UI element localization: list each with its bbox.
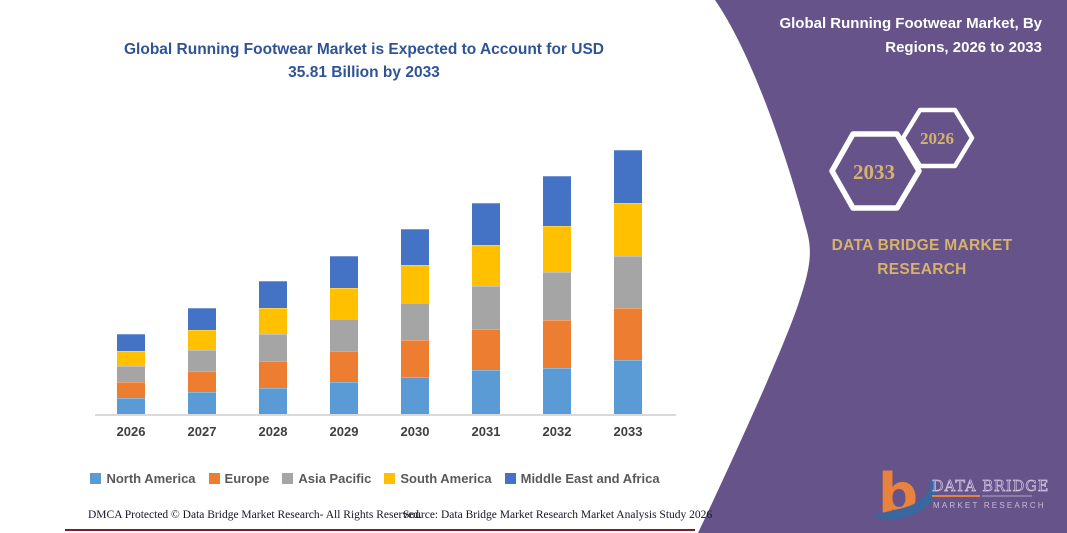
stacked-bar-2032 (543, 175, 571, 415)
legend-item-middle-east-and-africa: Middle East and Africa (504, 471, 660, 486)
logo-swoosh-icon (872, 478, 936, 520)
data-bridge-logo: b DATA BRIDGE MARKET RESEARCH (872, 462, 1049, 527)
logo-subtitle: MARKET RESEARCH (933, 501, 1046, 510)
bottom-rule (65, 529, 695, 531)
segment-asia-pacific (614, 255, 642, 308)
stacked-bar-2029 (330, 255, 358, 415)
legend-item-south-america: South America (384, 471, 492, 486)
legend-swatch-icon (504, 473, 516, 484)
x-axis-label-2026: 2026 (116, 424, 146, 439)
segment-europe (543, 319, 571, 368)
legend-swatch-icon (384, 473, 396, 484)
segment-europe (330, 350, 358, 383)
stacked-bar-2030 (401, 229, 429, 415)
x-axis-label-2031: 2031 (471, 424, 501, 439)
segment-asia-pacific (188, 349, 216, 372)
segment-south-america (614, 202, 642, 256)
segment-south-america (543, 225, 571, 273)
segment-north-america (614, 360, 642, 415)
segment-south-america (401, 264, 429, 304)
legend-label: North America (106, 471, 196, 486)
segment-middle-east-and-africa (472, 202, 500, 245)
stacked-bar-2033 (614, 150, 642, 415)
segment-middle-east-and-africa (330, 255, 358, 288)
segment-middle-east-and-africa (188, 307, 216, 330)
hexagon-2033-label: 2033 (853, 160, 895, 184)
hexagon-badges: 2026 2033 (829, 107, 975, 211)
legend-item-europe: Europe (208, 471, 270, 486)
stacked-bar-2026 (117, 334, 145, 415)
segment-asia-pacific (117, 366, 145, 382)
segment-europe (117, 381, 145, 398)
chart-legend: North America Europe Asia Pacific South Ame… (70, 471, 680, 486)
segment-south-america (330, 287, 358, 319)
stacked-bar-2027 (188, 307, 216, 415)
legend-swatch-icon (208, 473, 220, 484)
segment-middle-east-and-africa (401, 229, 429, 265)
segment-north-america (259, 387, 287, 415)
segment-europe (472, 329, 500, 370)
x-axis-label-2030: 2030 (400, 424, 430, 439)
segment-asia-pacific (472, 285, 500, 330)
hexagon-2026-label: 2026 (920, 129, 954, 148)
segment-europe (188, 371, 216, 393)
x-axis-label-2032: 2032 (542, 424, 572, 439)
segment-middle-east-and-africa (117, 334, 145, 351)
legend-swatch-icon (90, 473, 102, 484)
segment-north-america (472, 369, 500, 415)
segment-north-america (188, 392, 216, 415)
legend-label: Europe (224, 471, 270, 486)
legend-label: Asia Pacific (298, 471, 372, 486)
stacked-bar-2028 (259, 281, 287, 415)
segment-north-america (330, 382, 358, 415)
legend-item-north-america: North America (90, 471, 196, 486)
segment-asia-pacific (543, 272, 571, 320)
segment-north-america (401, 377, 429, 415)
purple-panel-path (698, 0, 1067, 533)
legend-label: South America (400, 471, 492, 486)
stacked-bar-2031 (472, 202, 500, 415)
legend-label: Middle East and Africa (520, 471, 660, 486)
segment-europe (259, 360, 287, 388)
segment-middle-east-and-africa (543, 175, 571, 226)
legend-item-asia-pacific: Asia Pacific (282, 471, 371, 486)
x-axis-label-2033: 2033 (613, 424, 643, 439)
panel-heading: Global Running Footwear Market, By Regio… (779, 15, 1042, 56)
brand-text: DATA BRIDGE MARKET RESEARCH (831, 237, 1013, 278)
x-axis-label-2028: 2028 (258, 424, 288, 439)
segment-south-america (472, 244, 500, 286)
segment-north-america (117, 397, 145, 415)
segment-asia-pacific (259, 334, 287, 361)
segment-asia-pacific (330, 318, 358, 351)
x-axis-label-2029: 2029 (329, 424, 359, 439)
logo-title: DATA BRIDGE (932, 479, 1049, 495)
x-axis-line (95, 414, 676, 416)
segment-south-america (188, 329, 216, 350)
hexagon-2033: 2033 (829, 131, 922, 211)
segment-europe (614, 307, 642, 361)
source-note: Source: Data Bridge Market Research Mark… (403, 509, 713, 521)
segment-europe (401, 340, 429, 378)
segment-middle-east-and-africa (259, 281, 287, 308)
segment-south-america (259, 307, 287, 335)
chart-title: Global Running Footwear Market is Expect… (124, 41, 604, 81)
segment-middle-east-and-africa (614, 150, 642, 203)
hexagon-2026: 2026 (900, 107, 975, 169)
x-axis-label-2027: 2027 (187, 424, 217, 439)
legend-swatch-icon (282, 473, 294, 484)
segment-asia-pacific (401, 303, 429, 341)
segment-south-america (117, 350, 145, 367)
segment-north-america (543, 367, 571, 415)
dmca-note: DMCA Protected © Data Bridge Market Rese… (88, 509, 422, 521)
